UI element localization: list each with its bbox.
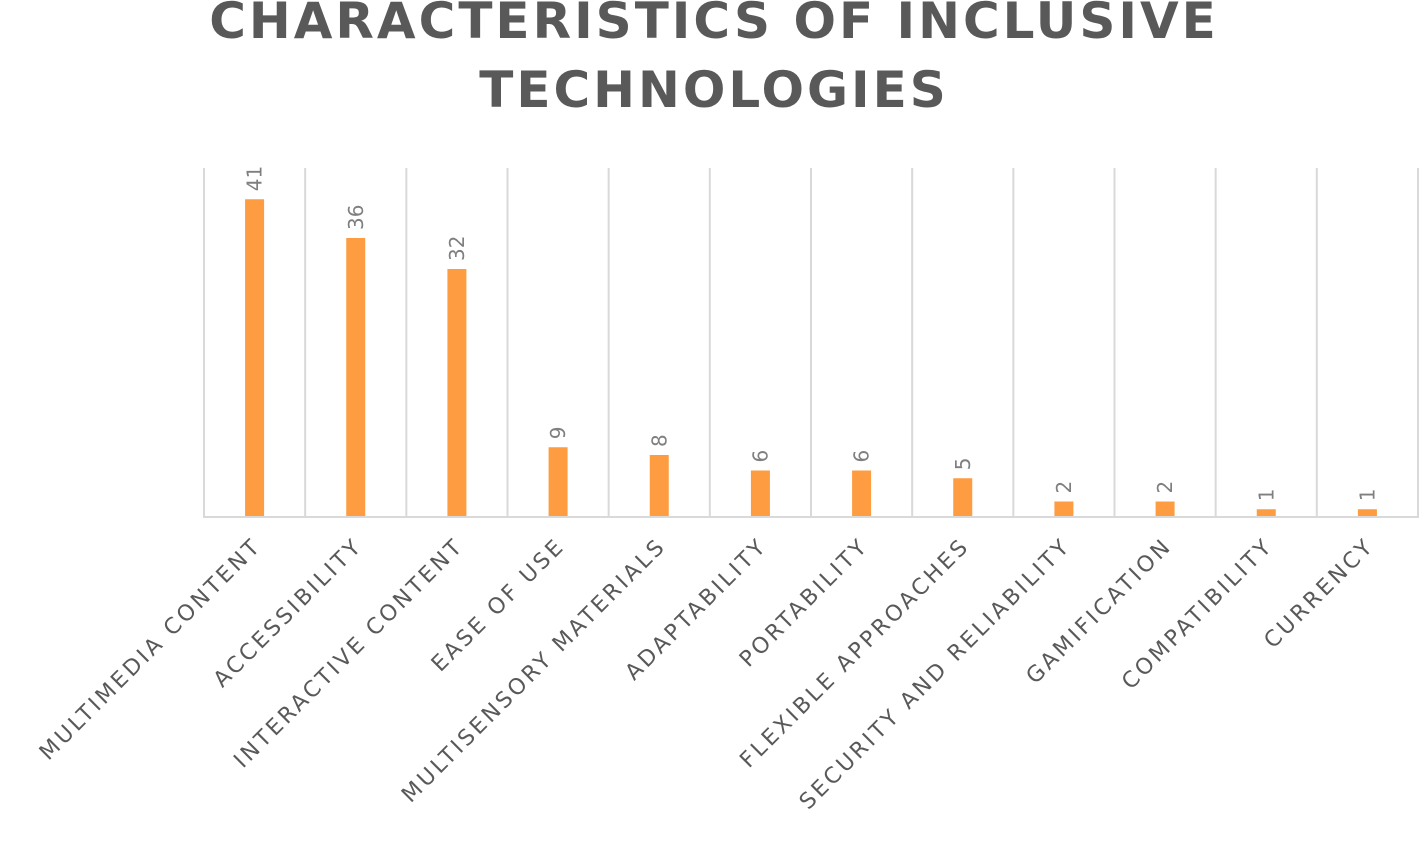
data-label: 2: [1153, 481, 1177, 494]
data-label: 41: [243, 166, 267, 191]
data-label: 6: [850, 450, 874, 463]
bar: [245, 199, 265, 517]
data-label: 8: [647, 434, 671, 447]
bars: [245, 199, 1377, 517]
gridlines: [203, 168, 1419, 518]
data-label: 2: [1052, 481, 1076, 494]
bar: [1357, 509, 1377, 517]
data-labels: 41 36 32 9 8 6 6 5 2 2 1 1: [243, 166, 1380, 501]
data-label: 32: [445, 236, 469, 261]
data-label: 6: [748, 450, 772, 463]
data-label: 36: [344, 205, 368, 230]
bar: [346, 238, 366, 517]
bar: [852, 470, 872, 517]
bar: [953, 478, 973, 517]
bar: [1256, 509, 1276, 517]
category-labels: MULTIMEDIA CONTENTACCESSIBILITYINTERACTI…: [35, 534, 1380, 815]
category-label: MULTIMEDIA CONTENT: [35, 534, 267, 766]
chart-title: CHARACTERISTICS OF INCLUSIVE TECHNOLOGIE…: [209, 0, 1219, 119]
data-label: 5: [951, 458, 975, 471]
bar: [1054, 501, 1074, 517]
bar: [447, 269, 467, 517]
data-label: 1: [1254, 489, 1278, 502]
chart-title-line-2: TECHNOLOGIES: [479, 61, 949, 119]
bar: [750, 470, 770, 517]
bar: [649, 455, 669, 517]
chart-title-line-1: CHARACTERISTICS OF INCLUSIVE: [209, 0, 1219, 50]
data-label: 9: [546, 427, 570, 440]
data-label: 1: [1355, 489, 1379, 502]
bar: [548, 447, 568, 517]
bar: [1155, 501, 1175, 517]
